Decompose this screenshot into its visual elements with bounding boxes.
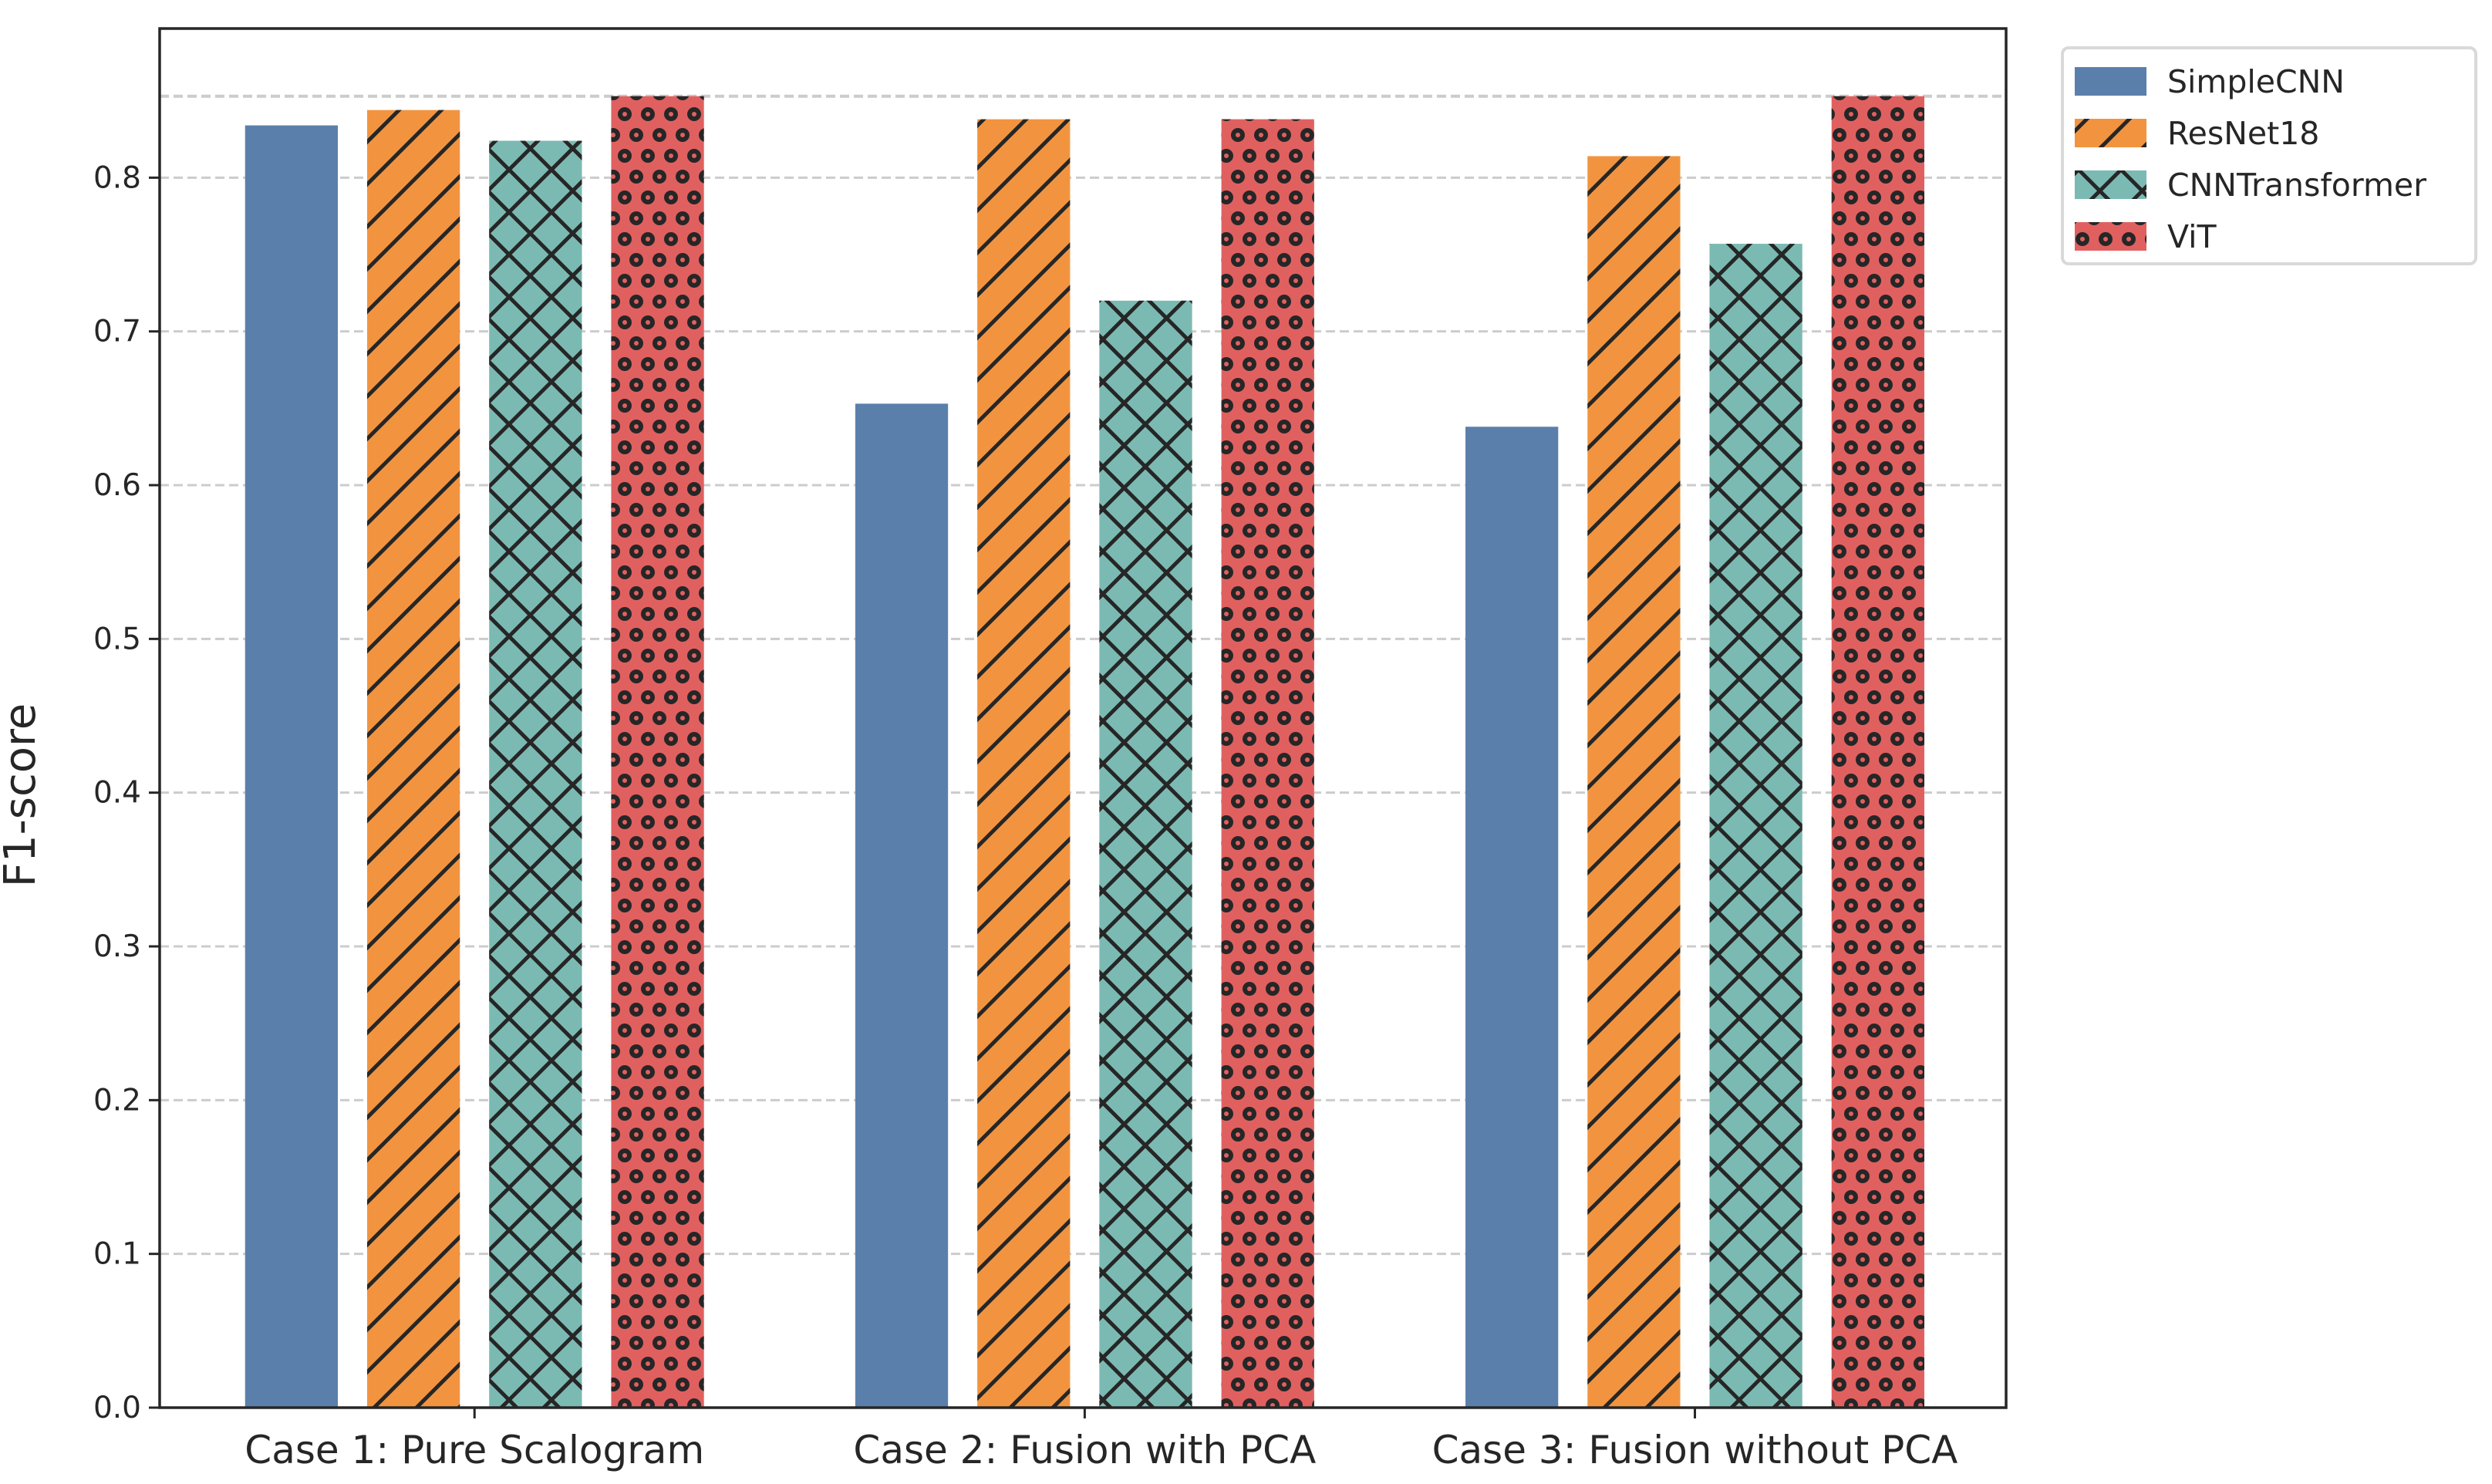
y-tick-label: 0.8 [93,160,141,195]
bar-simplecnn [1465,427,1559,1408]
y-axis-label: F1-score [0,703,46,888]
legend-label: ResNet18 [2167,115,2319,152]
bar-hatch-cnntransformer [489,140,582,1408]
y-tick-label: 0.1 [93,1237,141,1272]
bar-hatch-resnet18 [366,110,460,1408]
axes: 0.0 0.1 0.2 0.3 0.4 0.5 0.6 0.7 0.8 Case 1: Pure … [93,27,2008,1472]
legend-label: SimpleCNN [2167,63,2345,100]
legend-label: ViT [2167,218,2217,255]
legend-label: CNNTransformer [2167,167,2426,204]
y-tick-label: 0.6 [93,468,141,503]
y-tick-label: 0.5 [93,622,141,656]
x-tick-label: Case 3: Fusion without PCA [1432,1428,1958,1472]
y-tick-label: 0.7 [93,315,141,349]
x-tick-label: Case 1: Pure Scalogram [244,1428,704,1472]
bar-simplecnn [244,125,339,1408]
bar-hatch-resnet18 [1587,156,1681,1408]
legend-swatch-simplecnn [2075,67,2146,96]
y-tick-label: 0.4 [93,776,141,811]
bars [244,96,1924,1408]
bar-hatch-cnntransformer [1099,300,1192,1408]
y-tick-label: 0.0 [93,1391,141,1425]
bar-hatch-vit [1831,96,1924,1408]
legend-hatch-vit [2075,222,2146,251]
bar-simplecnn [855,403,949,1408]
y-tick-label: 0.3 [93,929,141,964]
x-tick-label: Case 2: Fusion with PCA [853,1428,1316,1472]
bar-hatch-cnntransformer [1709,244,1802,1408]
legend-frame [2061,46,2477,265]
bar-hatch-resnet18 [977,119,1071,1408]
plot-frame [158,27,2008,1409]
bar-hatch-vit [1221,119,1314,1408]
bar-hatch-vit [611,96,704,1408]
legend-hatch-resnet18 [2075,119,2146,147]
y-tick-label: 0.2 [93,1083,141,1118]
legend: SimpleCNN ResNet18 CNNTransformer ViT [2061,46,2477,265]
grid-lines [160,94,2006,1256]
legend-hatch-cnntransformer [2075,170,2146,199]
